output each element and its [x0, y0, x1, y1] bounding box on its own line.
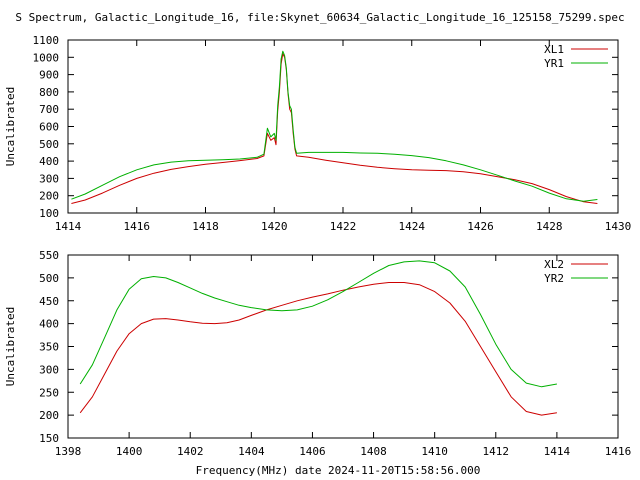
- y-tick-label: 150: [39, 432, 59, 445]
- series-line-xl2: [79, 282, 557, 416]
- legend-label-xl1: XL1: [544, 43, 564, 56]
- y-tick-label: 250: [39, 386, 59, 399]
- y-tick-label: 550: [39, 249, 59, 262]
- x-axis-label: Frequency(MHz) date 2024-11-20T15:58:56.…: [196, 464, 481, 477]
- x-tick-label: 1412: [483, 445, 510, 458]
- legend-label-xl2: XL2: [544, 258, 564, 271]
- x-tick-label: 1400: [116, 445, 143, 458]
- y-tick-label: 100: [39, 207, 59, 220]
- x-tick-label: 1420: [261, 220, 288, 233]
- y-tick-label: 500: [39, 272, 59, 285]
- plot-frame: [67, 254, 619, 439]
- x-tick-label: 1416: [124, 220, 151, 233]
- y-tick-label: 450: [39, 295, 59, 308]
- bottom-spectrum-panel: 150 200 250 300 350 400 450 500 550 1398 1400 1402 1…: [4, 249, 631, 458]
- y-tick-label: 900: [39, 69, 59, 82]
- x-tick-label: 1406: [299, 445, 326, 458]
- figure-title: S Spectrum, Galactic_Longitude_16, file:…: [15, 11, 624, 24]
- x-tick-label: 1418: [192, 220, 219, 233]
- y-tick-label: 700: [39, 103, 59, 116]
- top-spectrum-panel: 100 200 300 400 500 600 700 800 900 1000 1100 1414 1…: [4, 34, 631, 233]
- x-tick-label: 1416: [605, 445, 632, 458]
- x-tick-label: 1398: [55, 445, 82, 458]
- y-tick-label: 800: [39, 86, 59, 99]
- x-tick-label: 1426: [467, 220, 494, 233]
- legend-label-yr2: YR2: [544, 272, 564, 285]
- y-tick-label: 1100: [33, 34, 60, 47]
- x-tick-label: 1428: [536, 220, 563, 233]
- legend-label-yr1: YR1: [544, 57, 564, 70]
- y-tick-label: 400: [39, 155, 59, 168]
- x-tick-label: 1422: [330, 220, 357, 233]
- y-tick-label: 300: [39, 363, 59, 376]
- y-tick-label: 350: [39, 341, 59, 354]
- x-tick-label: 1414: [544, 445, 571, 458]
- y-axis-label: Uncalibrated: [4, 307, 17, 386]
- x-tick-label: 1402: [177, 445, 204, 458]
- x-tick-label: 1404: [238, 445, 265, 458]
- x-tick-label: 1408: [360, 445, 387, 458]
- x-tick-label: 1414: [55, 220, 82, 233]
- series-line-yr2: [79, 260, 557, 388]
- y-tick-label: 400: [39, 318, 59, 331]
- x-tick-label: 1430: [605, 220, 632, 233]
- x-tick-label: 1424: [399, 220, 426, 233]
- y-tick-label: 200: [39, 409, 59, 422]
- y-tick-label: 500: [39, 138, 59, 151]
- x-tick-label: 1410: [421, 445, 448, 458]
- series-line-yr1: [71, 50, 598, 202]
- series-line-xl1: [71, 53, 598, 204]
- y-tick-label: 200: [39, 190, 59, 203]
- y-tick-label: 1000: [33, 51, 60, 64]
- y-tick-label: 300: [39, 172, 59, 185]
- y-axis-label: Uncalibrated: [4, 87, 17, 166]
- y-tick-label: 600: [39, 121, 59, 134]
